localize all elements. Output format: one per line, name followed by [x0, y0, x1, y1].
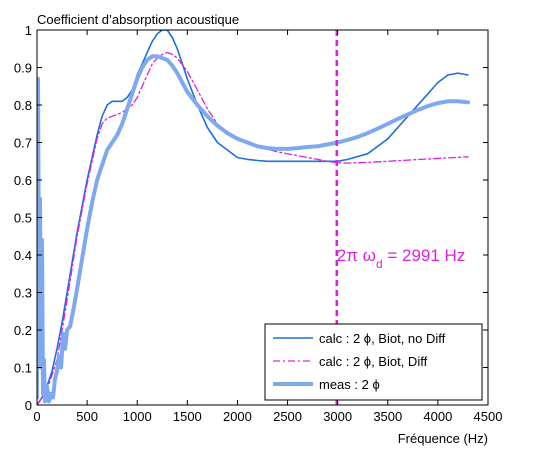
legend-label-1: calc : 2 ϕ, Biot, no Diff — [319, 331, 446, 346]
x-axis-label: Fréquence (Hz) — [398, 431, 488, 446]
frequency-marker-label: 2π ωd = 2991 Hz — [337, 246, 466, 271]
x-tick-label: 0 — [33, 409, 40, 424]
x-tick-label: 4000 — [423, 409, 452, 424]
x-tick-label: 1500 — [173, 409, 202, 424]
legend-label-3: meas : 2 ϕ — [319, 377, 380, 392]
y-tick-label: 0.2 — [14, 323, 32, 338]
y-tick-label: 0.8 — [14, 98, 32, 113]
y-tick-label: 1 — [25, 23, 32, 38]
y-tick-label: 0.3 — [14, 286, 32, 301]
y-tick-label: 0.7 — [14, 136, 32, 151]
y-tick-label: 0.4 — [14, 248, 32, 263]
y-tick-label: 0.1 — [14, 361, 32, 376]
plot-area: 2π ωd = 2991 Hz 0 500 1000 1500 2000 2500 3000 3… — [14, 23, 503, 424]
legend-label-2: calc : 2 ϕ, Biot, Diff — [319, 354, 428, 369]
legend-box — [264, 323, 483, 401]
series-line-1 — [37, 30, 469, 405]
x-tick-label: 2000 — [223, 409, 252, 424]
y-tick-label: 0 — [25, 398, 32, 413]
x-tick-label: 3500 — [373, 409, 402, 424]
x-tick-label: 1000 — [123, 409, 152, 424]
series-line-3 — [37, 54, 470, 404]
x-tick-label: 3000 — [323, 409, 352, 424]
y-tick-label: 0.5 — [14, 211, 32, 226]
x-tick-label: 500 — [76, 409, 98, 424]
series-line-2 — [37, 51, 469, 405]
chart-title: Coefficient d’absorption acoustique — [37, 12, 239, 27]
y-tick-label: 0.6 — [14, 173, 32, 188]
y-tick-label: 0.9 — [14, 61, 32, 76]
x-tick-label: 2500 — [273, 409, 302, 424]
x-tick-label: 4500 — [474, 409, 503, 424]
